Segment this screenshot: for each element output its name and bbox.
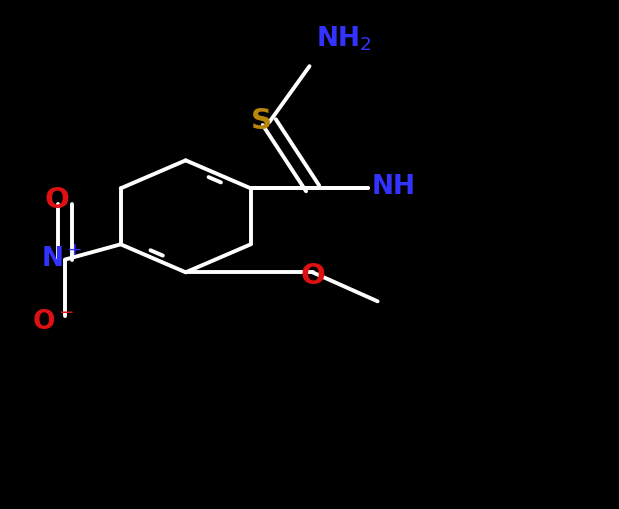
- Text: NH: NH: [371, 174, 415, 201]
- Text: O$^-$: O$^-$: [32, 308, 74, 335]
- Text: N$^+$: N$^+$: [41, 246, 83, 273]
- Text: O: O: [300, 262, 325, 290]
- Text: NH$_2$: NH$_2$: [316, 25, 371, 53]
- Text: O: O: [45, 185, 69, 214]
- Text: S: S: [251, 107, 272, 135]
